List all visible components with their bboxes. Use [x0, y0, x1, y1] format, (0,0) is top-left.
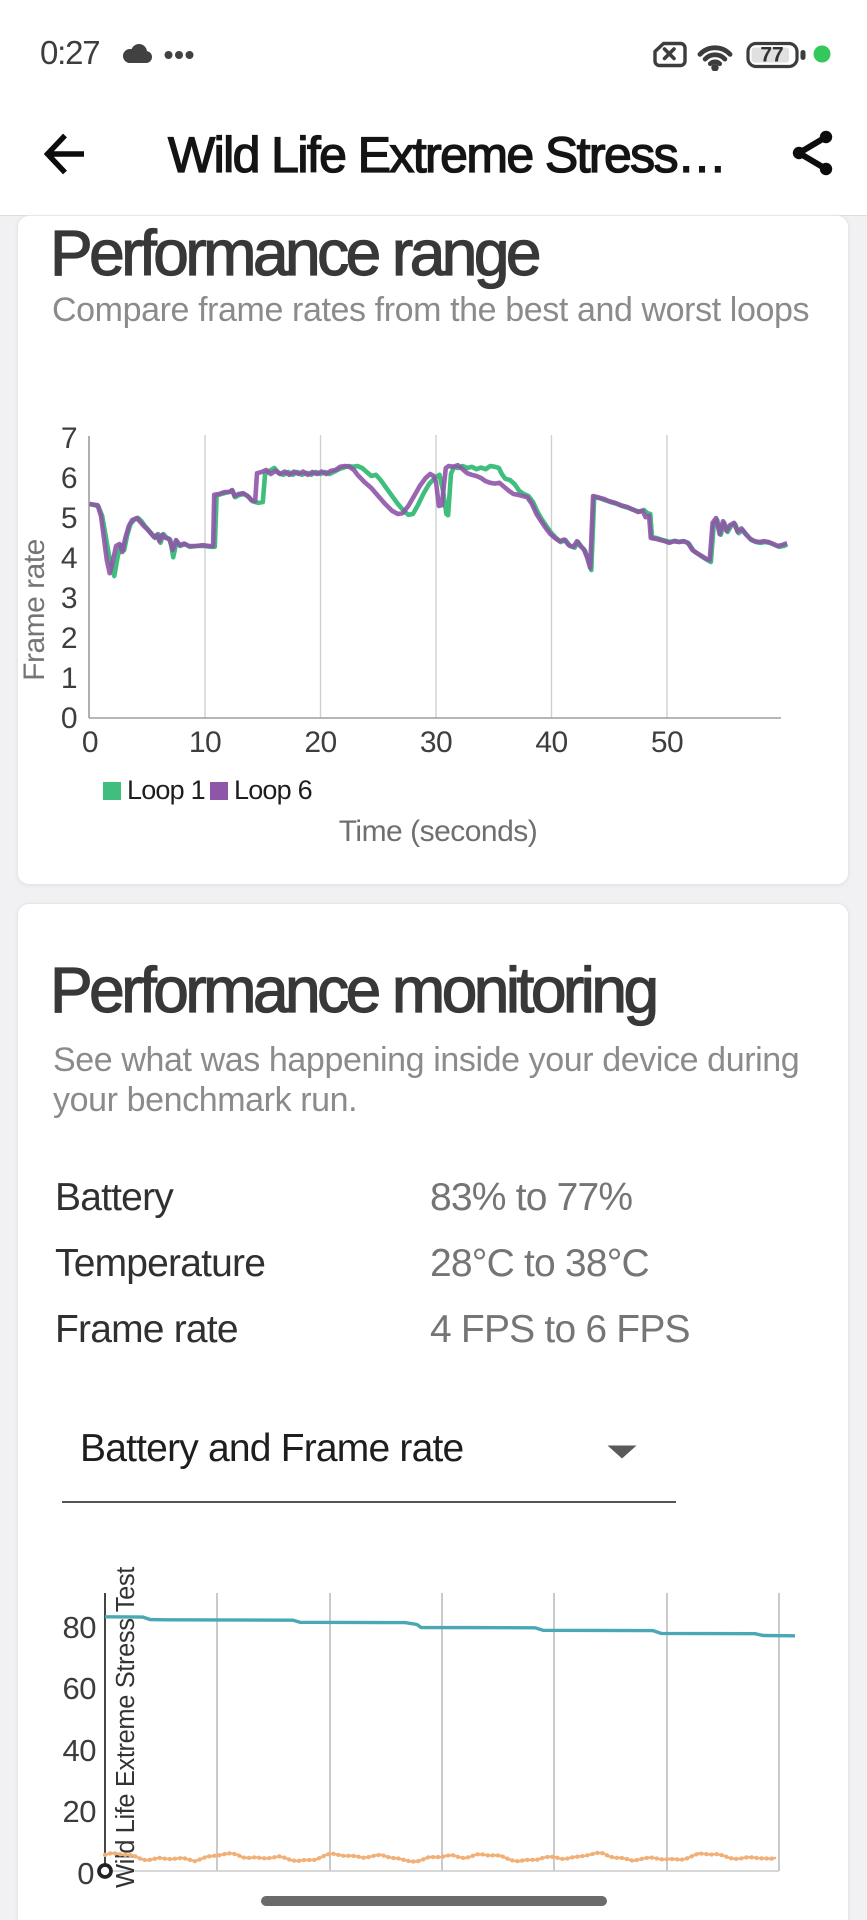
svg-text:60: 60 — [63, 1671, 97, 1706]
svg-text:10: 10 — [189, 726, 221, 759]
svg-text:0: 0 — [82, 726, 98, 759]
svg-text:5: 5 — [61, 502, 77, 535]
svg-text:6: 6 — [61, 462, 77, 495]
svg-text:0: 0 — [61, 702, 77, 735]
svg-text:0: 0 — [77, 1856, 94, 1891]
svg-text:20: 20 — [63, 1794, 97, 1829]
svg-text:30: 30 — [420, 726, 452, 759]
svg-text:7: 7 — [61, 422, 77, 455]
svg-text:4: 4 — [61, 542, 77, 575]
svg-text:Frame rate: Frame rate — [18, 539, 51, 681]
svg-text:1: 1 — [61, 662, 77, 695]
svg-text:50: 50 — [651, 726, 683, 759]
svg-text:2: 2 — [61, 622, 77, 655]
svg-text:80: 80 — [63, 1610, 97, 1645]
svg-text:Loop 6: Loop 6 — [234, 775, 312, 805]
svg-text:20: 20 — [304, 726, 336, 759]
svg-text:40: 40 — [63, 1733, 97, 1768]
svg-text:3: 3 — [61, 582, 77, 615]
svg-text:Time (seconds): Time (seconds) — [339, 815, 538, 848]
svg-text:Wild Life Extreme Stress Test: Wild Life Extreme Stress Test — [112, 1567, 140, 1888]
svg-text:Loop 1: Loop 1 — [127, 775, 205, 805]
svg-text:40: 40 — [535, 726, 567, 759]
svg-text:77: 77 — [760, 44, 783, 67]
